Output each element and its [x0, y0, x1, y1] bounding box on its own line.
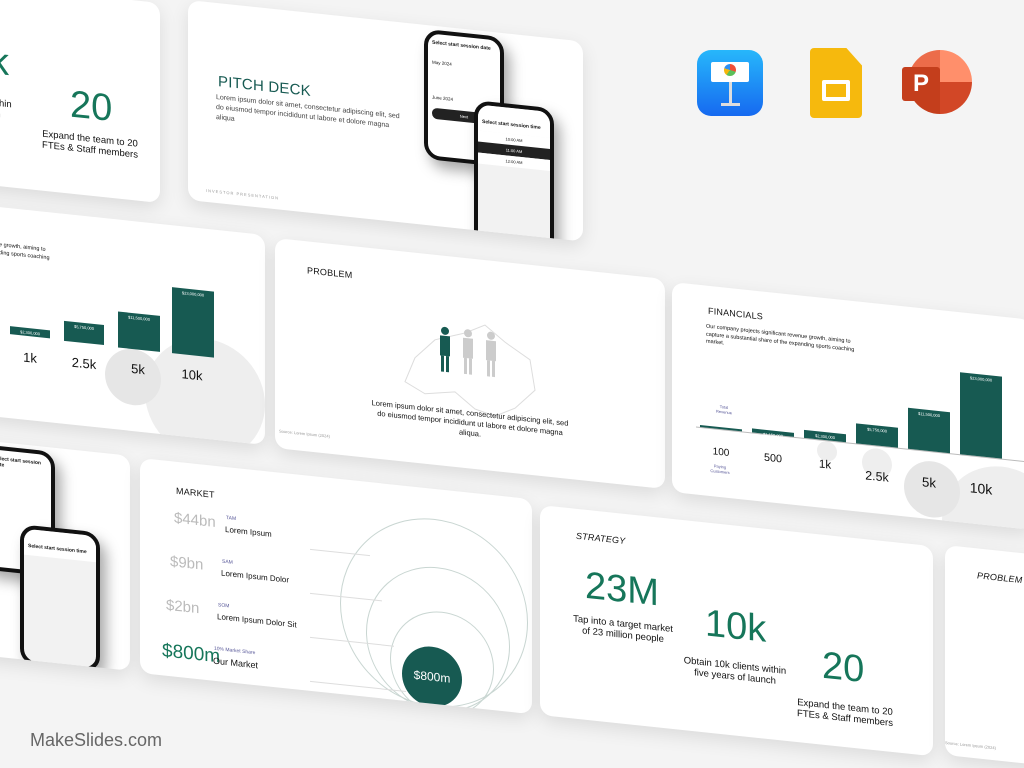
slide-financials[interactable]: FINANCIALS Our company projects signific…	[672, 282, 1024, 530]
problem-source: Source: Lorem Ipsum (2024)	[279, 428, 330, 439]
x-tick-label: 1k	[23, 349, 37, 366]
stat-value: 20	[822, 644, 865, 692]
brand-watermark: MakeSlides.com	[30, 730, 163, 750]
stat-value: k	[0, 40, 9, 85]
pitch-footer: INVESTOR PRESENTATION	[206, 187, 280, 201]
slide-problem[interactable]: PROBLEM Lorem ipsum dolor sit amet, cons…	[275, 238, 665, 489]
phone-title: Select start session time	[24, 528, 96, 563]
stat-caption: Tap into a target market of 23 million p…	[573, 613, 673, 646]
phone-mockup-time: Select start session time	[20, 524, 100, 671]
market-value: $2bn	[166, 596, 200, 618]
market-value: $800m	[162, 640, 221, 668]
stat-value: 20	[70, 83, 113, 131]
market-label: Lorem Ipsum Dolor Sit	[217, 612, 297, 630]
stat-caption: Expand the team to 20 FTEs & Staff membe…	[42, 128, 138, 162]
market-label: Lorem Ipsum	[225, 524, 272, 539]
x-tick-label: 500	[763, 451, 782, 466]
bar: $2,300,000	[10, 326, 50, 339]
market-value: $44bn	[174, 509, 216, 531]
problem-title: PROBLEM	[977, 570, 1023, 586]
slide-pitch-deck[interactable]: PITCH DECK Lorem ipsum dolor sit amet, c…	[188, 0, 583, 242]
phone-mockup-time: Select start session time 10:00 AM 11:00…	[474, 100, 554, 242]
y-axis-label: Total Revenue	[715, 404, 732, 416]
x-tick-label: 2.5k	[865, 468, 889, 485]
stat-caption: Expand the team to 20 FTEs & Staff membe…	[797, 697, 893, 730]
powerpoint-letter: P	[902, 67, 940, 101]
market-title: MARKET	[176, 485, 215, 500]
market-tag: 10% Market Share	[214, 645, 256, 657]
market-value: $9bn	[170, 553, 204, 574]
x-tick-label: 100	[712, 446, 730, 460]
stat-caption: s within unch	[0, 96, 12, 121]
strategy-title: STRATEGY	[576, 530, 626, 546]
financials-title: FINANCIALS	[708, 305, 764, 322]
bar: $5,750,000	[856, 422, 898, 448]
bar: $23,000,000	[172, 287, 214, 358]
stat-caption: Obtain 10k clients within five years of …	[683, 655, 787, 688]
market-label: Lorem Ipsum Dolor	[221, 568, 290, 585]
market-tag: SOM	[218, 602, 230, 610]
slide-strategy-partial[interactable]: k s within unch 20 Expand the team to 20…	[0, 0, 160, 204]
bar: $5,750,000	[64, 320, 104, 346]
powerpoint-icon: P	[902, 50, 972, 120]
slide-phones-partial[interactable]: Select start session date Select start s…	[0, 440, 130, 671]
stat-value: 10k	[705, 602, 767, 651]
x-tick-label: 2.5k	[71, 354, 97, 373]
bar: $1,150,000	[752, 428, 794, 439]
pitch-body: Lorem ipsum dolor sit amet, consectetur …	[216, 93, 400, 130]
slide-strategy[interactable]: STRATEGY 23M Tap into a target market of…	[540, 505, 933, 757]
slide-financials-partial[interactable]: ue growth, aiming to nding sports coachi…	[0, 205, 265, 445]
problem-source: Source: Lorem Ipsum (2024)	[945, 740, 996, 751]
financials-body: ue growth, aiming to nding sports coachi…	[0, 241, 50, 261]
slide-problem-partial[interactable]: PROBLEM Source: Lorem Ipsum (2024)	[945, 545, 1024, 767]
phone-title: Select start session date	[0, 455, 41, 469]
bar: $23,000,000	[960, 372, 1002, 459]
google-slides-icon	[810, 48, 862, 118]
bar: $11,500,000	[118, 311, 160, 352]
keynote-icon	[697, 50, 763, 116]
people-icon	[440, 326, 496, 378]
bar: $11,500,000	[908, 407, 950, 454]
stat-value: 23M	[585, 564, 659, 615]
financials-body: Our company projects significant revenue…	[706, 323, 855, 353]
market-tag: SAM	[222, 558, 233, 566]
slide-market[interactable]: MARKET $800m $44bn TAM Lorem Ipsum $9bn …	[140, 458, 532, 715]
problem-title: PROBLEM	[307, 265, 353, 281]
x-tick-label: 1k	[818, 457, 832, 472]
market-tag: TAM	[226, 515, 237, 523]
phone-month: May 2024	[432, 59, 452, 67]
x-axis-label: Paying Customers	[710, 463, 730, 476]
